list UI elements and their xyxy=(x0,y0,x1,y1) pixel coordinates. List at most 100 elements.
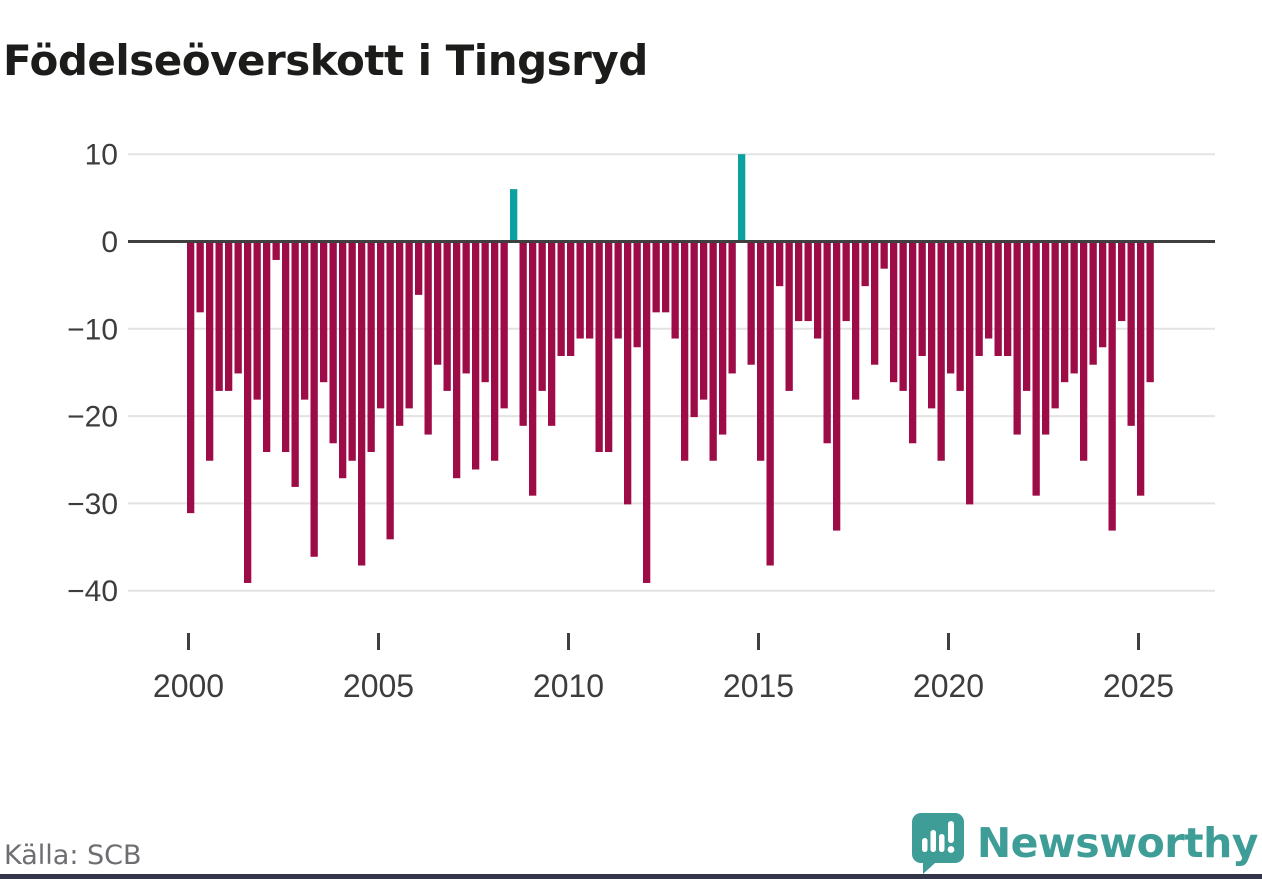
bar-quarter-82 xyxy=(966,242,974,505)
bar-quarter-15 xyxy=(329,242,337,444)
bar-quarter-35 xyxy=(519,242,527,426)
bar-quarter-80 xyxy=(947,242,955,374)
bar-quarter-81 xyxy=(956,242,964,391)
bottom-strip xyxy=(0,874,1262,879)
newsworthy-brand: Newsworthy xyxy=(911,812,1259,874)
bar-quarter-86 xyxy=(1004,242,1012,356)
bar-quarter-33 xyxy=(500,242,508,409)
bar-quarter-45 xyxy=(614,242,622,339)
bar-quarter-65 xyxy=(804,242,812,322)
bar-quarter-21 xyxy=(386,242,394,540)
bar-quarter-73 xyxy=(880,242,888,269)
x-axis-tick-label: 2010 xyxy=(533,668,604,704)
bar-quarter-36 xyxy=(529,242,537,496)
bar-quarter-16 xyxy=(339,242,347,479)
y-axis-tick-label: −20 xyxy=(67,401,118,434)
bar-quarter-48 xyxy=(643,242,651,583)
bar-quarter-8 xyxy=(263,242,271,453)
bar-quarter-31 xyxy=(481,242,489,383)
bar-quarter-87 xyxy=(1013,242,1021,435)
y-axis-tick-label: −30 xyxy=(67,488,118,521)
bar-quarter-49 xyxy=(652,242,660,313)
x-axis-tick-label: 2005 xyxy=(343,668,414,704)
bar-quarter-19 xyxy=(367,242,375,453)
bar-quarter-25 xyxy=(424,242,432,435)
bar-quarter-61 xyxy=(766,242,774,566)
bar-quarter-57 xyxy=(728,242,736,374)
bar-quarter-69 xyxy=(842,242,850,322)
bar-quarter-23 xyxy=(405,242,413,409)
bar-quarter-94 xyxy=(1080,242,1088,461)
bar-quarter-95 xyxy=(1089,242,1097,365)
source-note: Källa: SCB xyxy=(4,840,142,871)
bar-quarter-51 xyxy=(671,242,679,339)
bar-quarter-30 xyxy=(472,242,480,470)
bar-quarter-39 xyxy=(557,242,565,356)
bar-quarter-22 xyxy=(396,242,404,426)
bar-quarter-62 xyxy=(776,242,784,287)
bar-quarter-5 xyxy=(234,242,242,374)
bar-quarter-72 xyxy=(871,242,879,365)
y-axis-tick-label: −10 xyxy=(67,313,118,346)
bar-quarter-55 xyxy=(709,242,717,461)
bar-quarter-98 xyxy=(1118,242,1126,322)
page-title: Födelseöverskott i Tingsryd xyxy=(3,36,648,86)
x-axis-tick-label: 2015 xyxy=(723,668,794,704)
bar-quarter-34 xyxy=(510,189,518,242)
bar-quarter-78 xyxy=(928,242,936,409)
bar-quarter-14 xyxy=(320,242,328,383)
bar-quarter-13 xyxy=(310,242,318,557)
bar-quarter-68 xyxy=(833,242,841,531)
bar-quarter-37 xyxy=(538,242,546,391)
bar-quarter-26 xyxy=(434,242,442,365)
bar-quarter-53 xyxy=(690,242,698,418)
bar-quarter-41 xyxy=(576,242,584,339)
y-axis-tick-label: 10 xyxy=(85,139,118,172)
bar-quarter-89 xyxy=(1032,242,1040,496)
bar-quarter-63 xyxy=(785,242,793,391)
bar-quarter-29 xyxy=(462,242,470,374)
bar-quarter-97 xyxy=(1108,242,1116,531)
bar-quarter-54 xyxy=(700,242,708,400)
bar-quarter-11 xyxy=(291,242,299,487)
bar-quarter-27 xyxy=(443,242,451,391)
newsworthy-logo-icon xyxy=(911,813,964,874)
bar-quarter-77 xyxy=(918,242,926,356)
bar-quarter-40 xyxy=(567,242,575,356)
bar-quarter-20 xyxy=(377,242,385,409)
bar-quarter-66 xyxy=(814,242,822,339)
bar-quarter-100 xyxy=(1137,242,1145,496)
bar-quarter-58 xyxy=(738,154,746,242)
bar-quarter-64 xyxy=(795,242,803,322)
bar-quarter-6 xyxy=(244,242,252,583)
bar-quarter-60 xyxy=(757,242,765,461)
bar-quarter-70 xyxy=(852,242,860,400)
bar-quarter-52 xyxy=(681,242,689,461)
bar-quarter-67 xyxy=(823,242,831,444)
bar-quarter-24 xyxy=(415,242,423,295)
bar-quarter-50 xyxy=(662,242,670,313)
bar-quarter-92 xyxy=(1061,242,1069,383)
bar-quarter-75 xyxy=(899,242,907,391)
bar-quarter-10 xyxy=(282,242,290,453)
bar-quarter-28 xyxy=(453,242,461,479)
bar-quarter-43 xyxy=(595,242,603,453)
bar-quarter-9 xyxy=(272,242,280,260)
x-axis-tick-label: 2000 xyxy=(153,668,224,704)
bar-quarter-84 xyxy=(985,242,993,339)
bar-quarter-85 xyxy=(994,242,1002,356)
bar-quarter-83 xyxy=(975,242,983,356)
bar-quarter-88 xyxy=(1023,242,1031,391)
bar-quarter-4 xyxy=(225,242,233,391)
bar-quarter-2 xyxy=(206,242,214,461)
bar-quarter-93 xyxy=(1070,242,1078,374)
newsworthy-wordmark: Newsworthy xyxy=(976,819,1259,867)
y-axis-tick-label: −40 xyxy=(67,575,118,608)
bar-quarter-12 xyxy=(301,242,309,400)
y-axis-tick-label: 0 xyxy=(101,226,118,259)
bar-quarter-74 xyxy=(890,242,898,383)
bar-quarter-96 xyxy=(1099,242,1107,348)
bar-quarter-99 xyxy=(1127,242,1135,426)
bar-quarter-17 xyxy=(348,242,356,461)
